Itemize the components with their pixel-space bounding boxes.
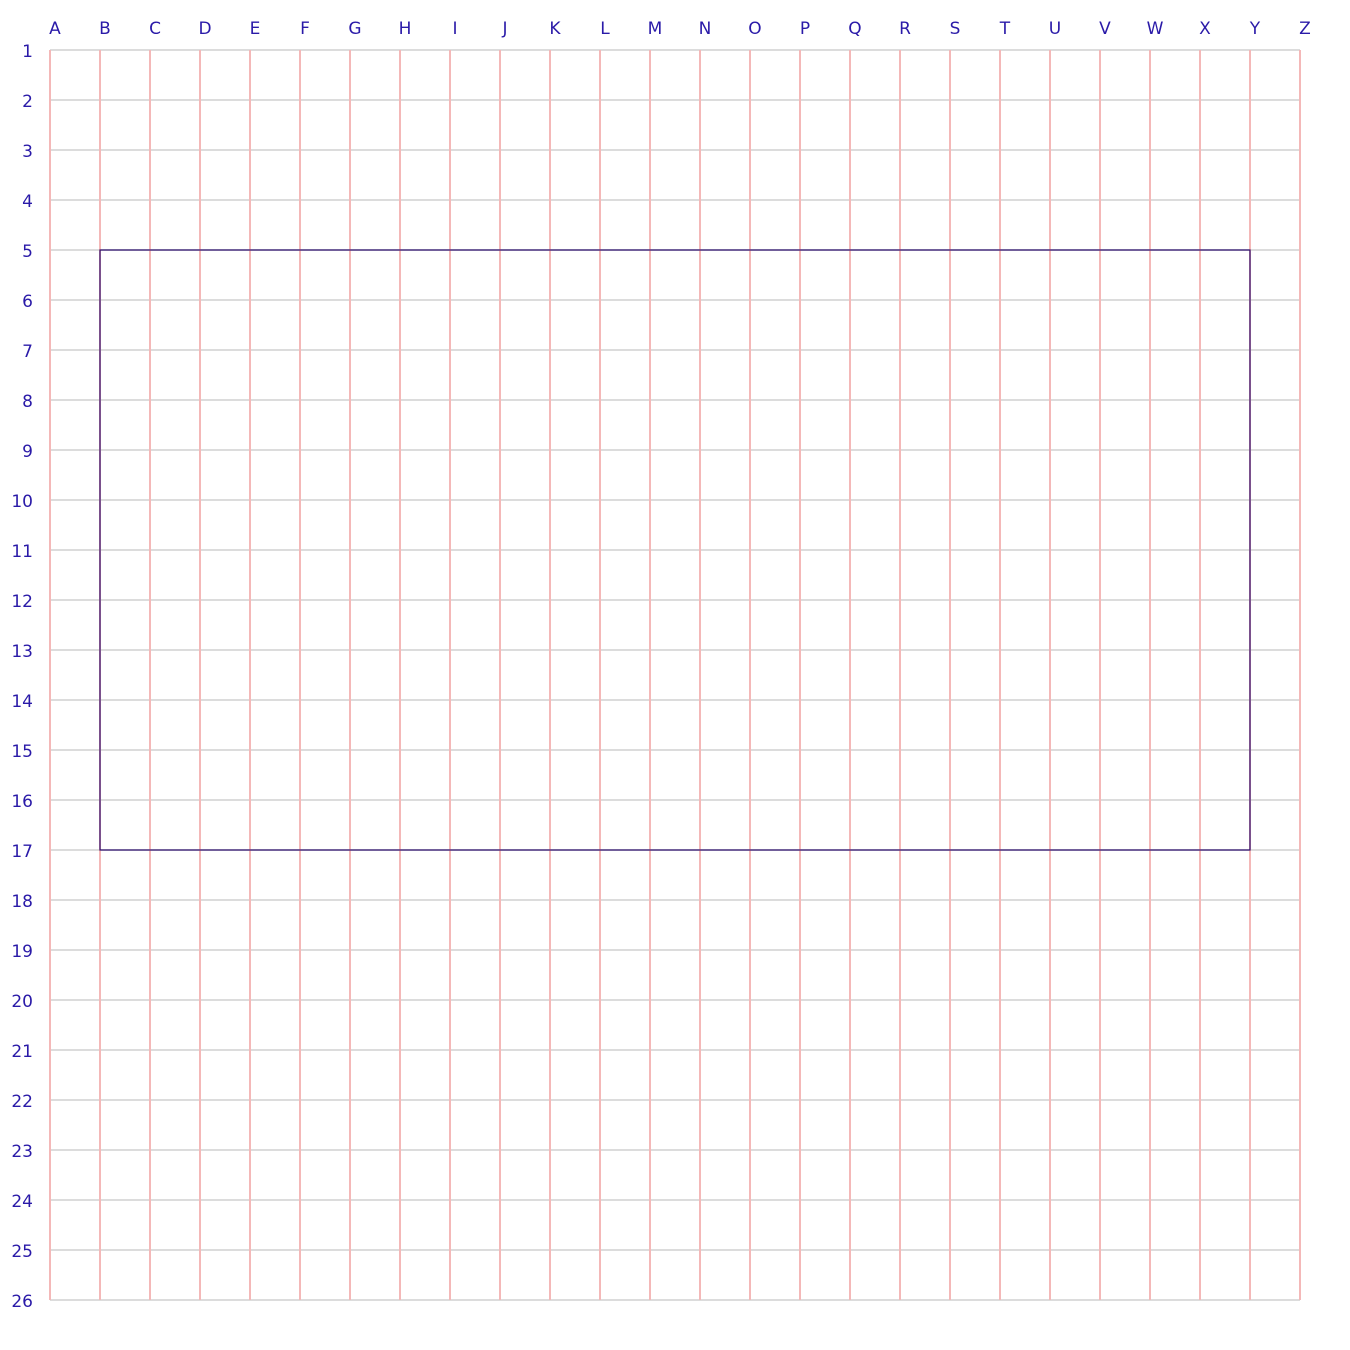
row-label-11: 11 bbox=[11, 542, 33, 562]
column-label-V: V bbox=[1099, 19, 1111, 39]
row-label-17: 17 bbox=[11, 842, 33, 862]
row-label-20: 20 bbox=[11, 992, 33, 1012]
column-label-F: F bbox=[300, 19, 310, 39]
row-label-25: 25 bbox=[11, 1242, 33, 1262]
row-label-7: 7 bbox=[22, 342, 33, 362]
column-label-I: I bbox=[452, 19, 457, 39]
row-label-22: 22 bbox=[11, 1092, 33, 1112]
row-label-2: 2 bbox=[22, 92, 33, 112]
row-label-3: 3 bbox=[22, 142, 33, 162]
column-label-D: D bbox=[198, 19, 211, 39]
row-label-18: 18 bbox=[11, 892, 33, 912]
column-label-J: J bbox=[501, 19, 507, 39]
row-label-13: 13 bbox=[11, 642, 33, 662]
column-label-P: P bbox=[800, 19, 810, 39]
row-label-21: 21 bbox=[11, 1042, 33, 1062]
column-label-U: U bbox=[1049, 19, 1061, 39]
row-label-6: 6 bbox=[22, 292, 33, 312]
row-label-10: 10 bbox=[11, 492, 33, 512]
row-label-24: 24 bbox=[11, 1192, 33, 1212]
horizontal-grid-lines bbox=[50, 49, 1300, 1301]
column-label-X: X bbox=[1199, 19, 1211, 39]
row-label-15: 15 bbox=[11, 742, 33, 762]
column-label-H: H bbox=[399, 19, 412, 39]
column-label-Y: Y bbox=[1249, 19, 1261, 39]
row-label-4: 4 bbox=[22, 192, 33, 212]
row-label-14: 14 bbox=[11, 692, 33, 712]
column-label-C: C bbox=[149, 19, 161, 39]
row-label-26: 26 bbox=[11, 1292, 33, 1312]
vertical-grid-lines bbox=[49, 50, 1301, 1300]
row-label-23: 23 bbox=[11, 1142, 33, 1162]
row-label-12: 12 bbox=[11, 592, 33, 612]
row-label-8: 8 bbox=[22, 392, 33, 412]
row-label-5: 5 bbox=[22, 242, 33, 262]
drawn-rectangle[interactable] bbox=[99, 249, 1251, 851]
column-labels: A B C D E F G H I J K L M N O P Q R S T U V W X Y Z bbox=[49, 19, 1311, 39]
column-label-L: L bbox=[600, 19, 610, 39]
column-label-K: K bbox=[549, 19, 561, 39]
column-label-Q: Q bbox=[848, 19, 861, 39]
column-label-S: S bbox=[950, 19, 961, 39]
row-label-16: 16 bbox=[11, 792, 33, 812]
column-label-T: T bbox=[999, 19, 1011, 39]
row-label-9: 9 bbox=[22, 442, 33, 462]
column-label-B: B bbox=[99, 19, 111, 39]
row-label-1: 1 bbox=[22, 42, 33, 62]
column-label-Z: Z bbox=[1299, 19, 1311, 39]
row-labels: 1234567891011121314151617181920212223242… bbox=[11, 42, 33, 1312]
column-label-R: R bbox=[899, 19, 911, 39]
row-label-19: 19 bbox=[11, 942, 33, 962]
column-label-E: E bbox=[250, 19, 261, 39]
drawn-shapes bbox=[99, 249, 1251, 851]
column-label-W: W bbox=[1147, 19, 1164, 39]
column-label-A: A bbox=[49, 19, 61, 39]
column-label-O: O bbox=[748, 19, 761, 39]
column-label-N: N bbox=[699, 19, 712, 39]
column-label-M: M bbox=[648, 19, 663, 39]
column-label-G: G bbox=[348, 19, 361, 39]
